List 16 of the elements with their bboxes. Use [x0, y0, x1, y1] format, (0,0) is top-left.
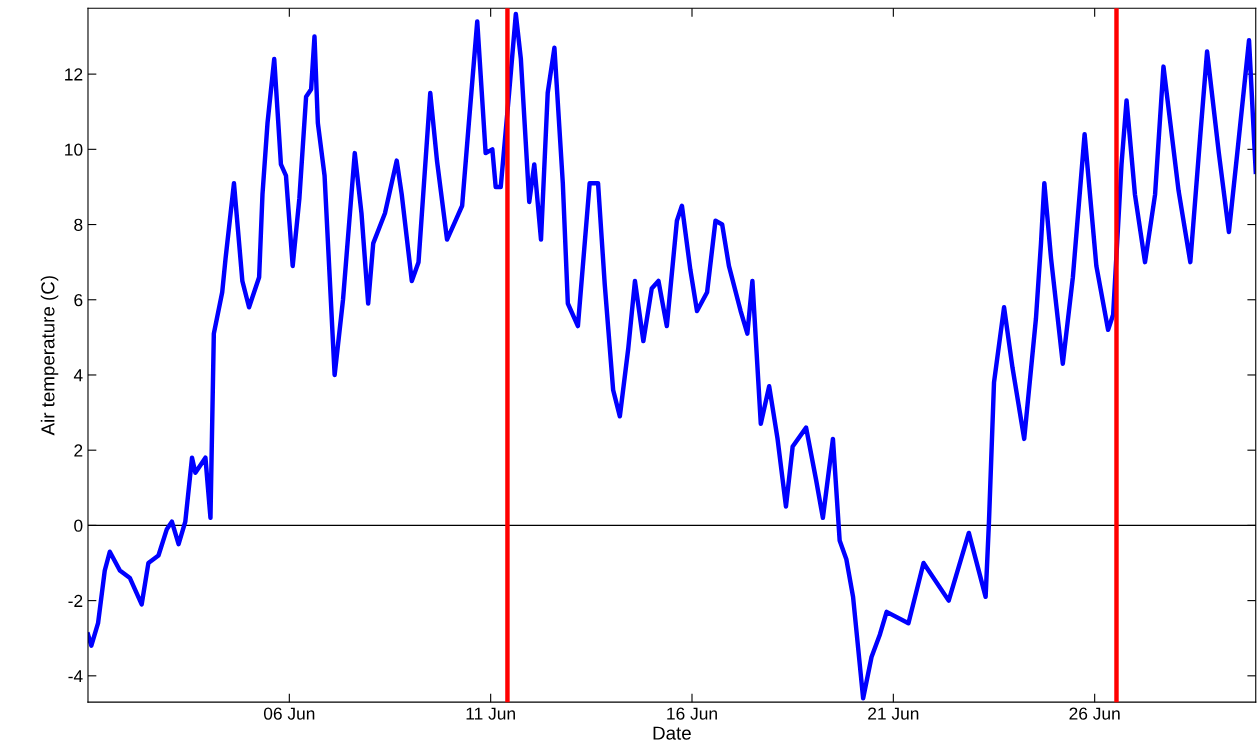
x-tick-label: 16 Jun	[667, 707, 717, 720]
x-axis-title: Date	[653, 726, 691, 740]
y-tick-label: -2	[68, 594, 83, 607]
y-tick-label: -4	[68, 670, 83, 683]
x-tick-label: 06 Jun	[263, 707, 315, 720]
y-tick-label: 8	[74, 218, 83, 232]
y-tick-label: 12	[65, 68, 83, 81]
y-tick-label: 2	[74, 444, 83, 457]
y-axis-title: Air temperature (C)	[40, 276, 59, 436]
y-tick-label: 6	[74, 293, 83, 307]
x-tick-label: 26 Jun	[1069, 707, 1120, 720]
y-tick-label: 0	[74, 519, 83, 532]
x-tick-label: 11 Jun	[466, 707, 515, 720]
y-tick-label: 4	[73, 369, 83, 382]
y-tick-label: 10	[65, 143, 83, 156]
x-tick-label: 21 Jun	[868, 707, 919, 720]
